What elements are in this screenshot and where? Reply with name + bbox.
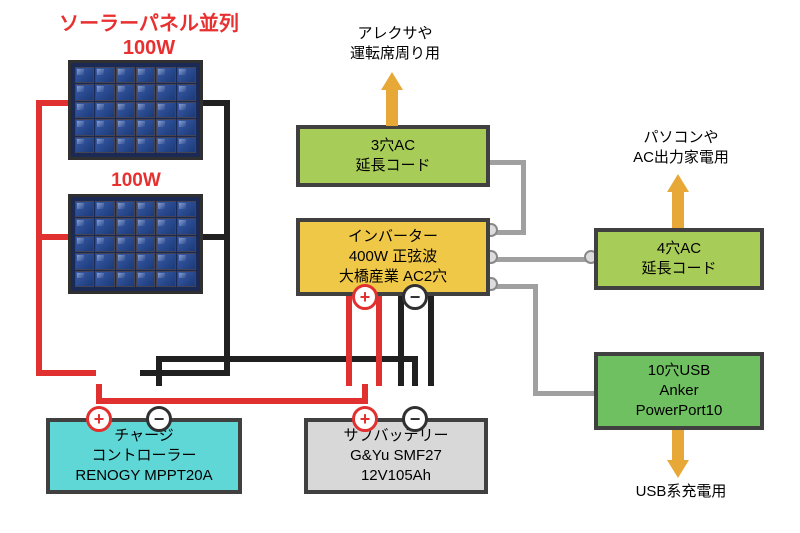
solar-title-watt: 100W: [123, 37, 175, 59]
wire-cc-minus-v2: [412, 356, 418, 386]
wire-inv-ac4-h: [480, 257, 600, 262]
wire-pos-solar-bottom: [36, 370, 96, 376]
ac4-arrow-stem: [672, 190, 684, 228]
wire-pos-solar-p1: [36, 100, 72, 106]
usb-box: 10穴USB Anker PowerPort10: [594, 352, 764, 430]
wire-bat-inv-plus-v1: [346, 296, 352, 386]
usb-arrow-head: [667, 460, 689, 478]
usb-out-label: USB系充電用: [616, 482, 746, 502]
bat-line3: 12V105Ah: [361, 466, 431, 486]
ac3-box: 3穴AC 延長コード: [296, 125, 490, 187]
charge-controller-box: チャージ コントローラー RENOGY MPPT20A: [46, 418, 242, 494]
ac3-arrow-stem: [386, 88, 398, 126]
usb-line2: Anker: [659, 381, 698, 401]
usb-arrow-stem: [672, 430, 684, 462]
wire-inv-usb-h2: [533, 391, 597, 396]
solar-title-text: ソーラーパネル並列: [59, 13, 239, 35]
ac3-out-label: アレクサや 運転席周り用: [320, 24, 470, 63]
wire-inv-usb-v: [533, 284, 538, 396]
wire-pos-solar-p2: [36, 234, 72, 240]
bat-minus: −: [402, 406, 428, 432]
ac3-line2: 延長コード: [355, 156, 430, 176]
wire-bat-inv-plus-v2: [376, 296, 382, 386]
wire-cc-minus-v1: [156, 360, 162, 386]
wire-neg-solar-bottom: [140, 370, 230, 376]
diagram-canvas: ソーラーパネル並列 100W 100W チャージ コントローラー RENOGY …: [0, 0, 800, 533]
usb-line3: PowerPort10: [636, 401, 723, 421]
inv-line1: インバーター: [348, 227, 438, 247]
bat-line2: G&Yu SMF27: [350, 446, 442, 466]
cc-line3: RENOGY MPPT20A: [75, 466, 212, 486]
inverter-box: インバーター 400W 正弦波 大橋産業 AC2穴: [296, 218, 490, 296]
solar-panel-1: [68, 60, 203, 160]
ac3-line1: 3穴AC: [371, 136, 415, 156]
ac4-arrow-head: [667, 174, 689, 192]
inv-line3: 大橋産業 AC2穴: [339, 267, 447, 287]
cc-minus-in: −: [146, 406, 172, 432]
wire-inv-ac3-v: [521, 164, 526, 234]
solar-panel-2: [68, 194, 203, 294]
wire-bat-inv-minus-v1: [398, 296, 404, 386]
ac4-line1: 4穴AC: [657, 239, 701, 259]
wire-neg-solar-v: [224, 100, 230, 376]
ac4-out-label: パソコンや AC出力家電用: [606, 128, 756, 167]
cc-line2: コントローラー: [91, 446, 196, 466]
panel2-watt: 100W: [96, 170, 176, 193]
ac3-arrow-head: [381, 72, 403, 90]
ac4-box: 4穴AC 延長コード: [594, 228, 764, 290]
inv-line2: 400W 正弦波: [349, 247, 437, 267]
ac4-line2: 延長コード: [641, 259, 716, 279]
cc-plus-in: +: [86, 406, 112, 432]
sub-battery-box: サブバッテリー G&Yu SMF27 12V105Ah: [304, 418, 488, 494]
solar-title: ソーラーパネル並列 100W: [44, 12, 254, 60]
usb-line1: 10穴USB: [648, 361, 711, 381]
wire-bat-inv-minus-v2: [428, 296, 434, 386]
inv-minus: −: [402, 284, 428, 310]
bat-plus: +: [352, 406, 378, 432]
wire-cc-plus-v2: [362, 384, 368, 404]
wire-cc-bat-plus: [96, 398, 368, 404]
inv-plus: +: [352, 284, 378, 310]
